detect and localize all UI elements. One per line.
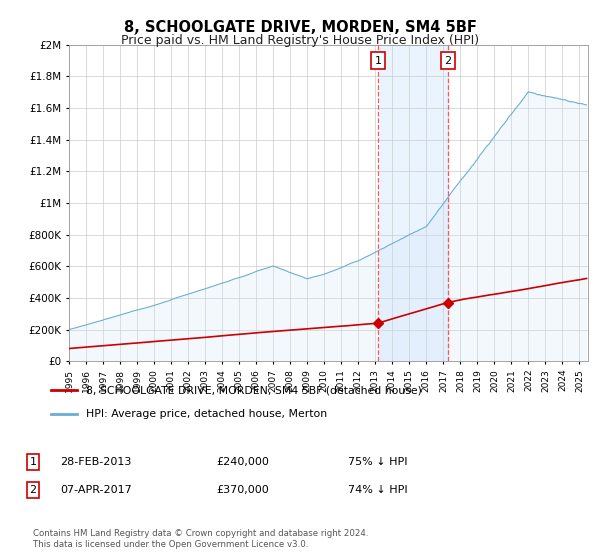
Text: HPI: Average price, detached house, Merton: HPI: Average price, detached house, Mert… — [86, 408, 327, 418]
Text: 74% ↓ HPI: 74% ↓ HPI — [348, 485, 407, 495]
Text: 28-FEB-2013: 28-FEB-2013 — [60, 457, 131, 467]
Text: 8, SCHOOLGATE DRIVE, MORDEN, SM4 5BF (detached house): 8, SCHOOLGATE DRIVE, MORDEN, SM4 5BF (de… — [86, 385, 422, 395]
Text: 2: 2 — [29, 485, 37, 495]
Text: 2: 2 — [445, 55, 452, 66]
Text: Price paid vs. HM Land Registry's House Price Index (HPI): Price paid vs. HM Land Registry's House … — [121, 34, 479, 46]
Text: 1: 1 — [29, 457, 37, 467]
Text: £370,000: £370,000 — [216, 485, 269, 495]
Text: 07-APR-2017: 07-APR-2017 — [60, 485, 132, 495]
Text: 8, SCHOOLGATE DRIVE, MORDEN, SM4 5BF: 8, SCHOOLGATE DRIVE, MORDEN, SM4 5BF — [124, 20, 476, 35]
Text: Contains HM Land Registry data © Crown copyright and database right 2024.
This d: Contains HM Land Registry data © Crown c… — [33, 529, 368, 549]
Text: 75% ↓ HPI: 75% ↓ HPI — [348, 457, 407, 467]
Text: £240,000: £240,000 — [216, 457, 269, 467]
Text: 1: 1 — [374, 55, 382, 66]
